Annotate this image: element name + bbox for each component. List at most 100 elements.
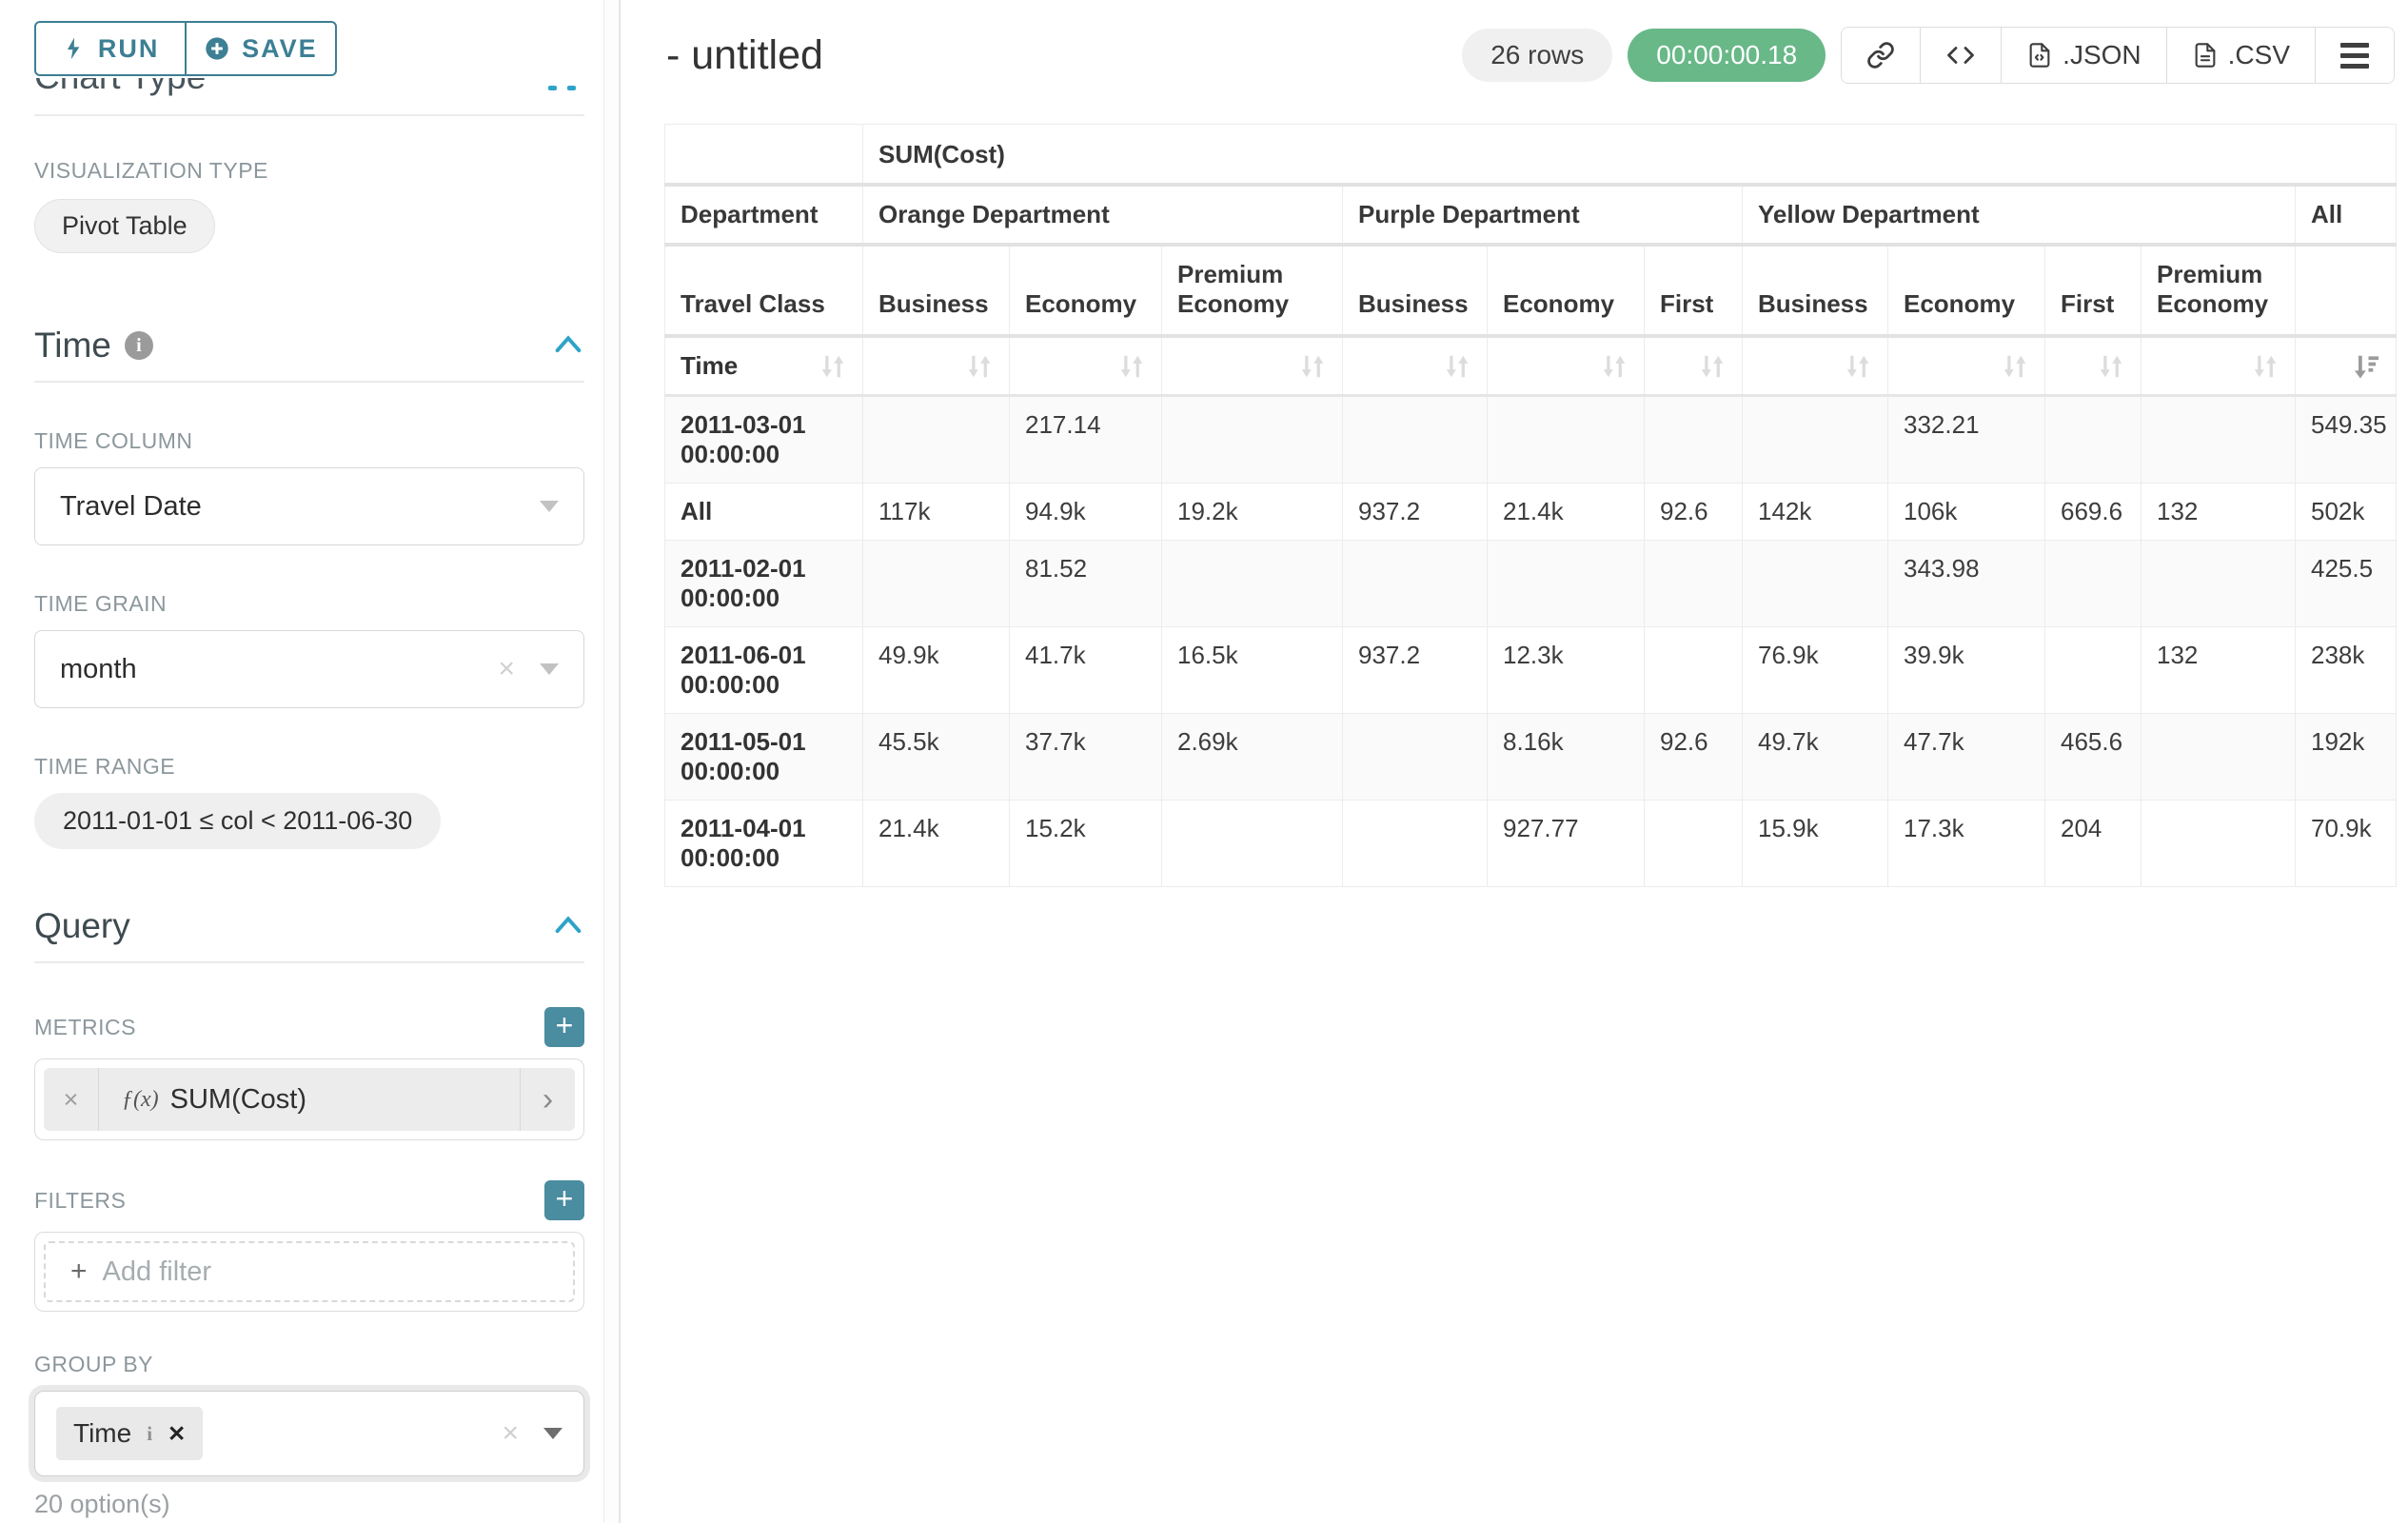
embed-code-button[interactable] bbox=[1920, 28, 2002, 83]
sort-icon[interactable] bbox=[1443, 352, 1471, 381]
hamburger-icon bbox=[2340, 42, 2369, 69]
table-cell bbox=[1742, 540, 1888, 627]
clear-icon[interactable]: × bbox=[502, 1417, 519, 1449]
row-label: 2011-03-01 00:00:00 bbox=[664, 395, 863, 484]
table-cell bbox=[2044, 626, 2142, 714]
chevron-up-icon[interactable] bbox=[552, 331, 584, 361]
sort-icon[interactable] bbox=[1600, 352, 1628, 381]
table-cell: 21.4k bbox=[1487, 483, 1645, 541]
plus-icon: + bbox=[70, 1256, 88, 1287]
remove-metric-icon[interactable]: × bbox=[44, 1068, 99, 1131]
clipped-caret-icon bbox=[567, 86, 576, 90]
sort-icon[interactable] bbox=[819, 352, 847, 381]
sort-icon[interactable] bbox=[2001, 352, 2029, 381]
table-cell: 12.3k bbox=[1487, 626, 1645, 714]
metric-pill[interactable]: × ƒ(x) SUM(Cost) › bbox=[44, 1068, 575, 1131]
sort-icon[interactable] bbox=[1298, 352, 1327, 381]
clear-icon[interactable]: × bbox=[498, 653, 515, 684]
chart-header-controls: 26 rows 00:00:00.18 .JSON .CSV bbox=[1462, 27, 2395, 84]
table-cell: 669.6 bbox=[2044, 483, 2142, 541]
sort-icon[interactable] bbox=[1698, 352, 1727, 381]
row-dim-header: Department bbox=[664, 184, 863, 247]
info-icon[interactable]: i bbox=[147, 1421, 153, 1445]
time-grain-select[interactable]: month × bbox=[34, 630, 584, 708]
chevron-down-icon[interactable] bbox=[540, 501, 559, 512]
chevron-down-icon[interactable] bbox=[543, 1428, 563, 1439]
table-cell: 21.4k bbox=[862, 800, 1010, 887]
chevron-up-icon[interactable] bbox=[552, 912, 584, 941]
export-csv-button[interactable]: .CSV bbox=[2165, 28, 2315, 83]
remove-tag-icon[interactable]: ✕ bbox=[168, 1420, 187, 1446]
visualization-type-label: VISUALIZATION TYPE bbox=[34, 158, 268, 183]
lightning-icon bbox=[67, 37, 80, 60]
chevron-down-icon[interactable] bbox=[540, 663, 559, 675]
row-label: 2011-05-01 00:00:00 bbox=[664, 713, 863, 801]
table-cell: 937.2 bbox=[1342, 626, 1488, 714]
table-cell: 132 bbox=[2141, 626, 2296, 714]
table-cell bbox=[1742, 395, 1888, 484]
group-by-label: GROUP BY bbox=[34, 1352, 153, 1376]
filters-label-row: FILTERS + bbox=[34, 1180, 584, 1220]
add-filter-button[interactable]: + bbox=[544, 1180, 584, 1220]
table-cell: 49.9k bbox=[862, 626, 1010, 714]
chart-main-area: - untitled 26 rows 00:00:00.18 .JSON .CS… bbox=[621, 0, 2408, 1523]
share-link-button[interactable] bbox=[1842, 28, 1921, 83]
chart-header: - untitled 26 rows 00:00:00.18 .JSON .CS… bbox=[621, 0, 2408, 84]
select-controls: × bbox=[502, 1417, 563, 1450]
table-cell: 332.21 bbox=[1887, 395, 2045, 484]
sort-icon[interactable] bbox=[1117, 352, 1146, 381]
panel-scrollbar[interactable] bbox=[603, 0, 617, 1523]
chart-type-clipped-heading: Chart Type bbox=[34, 78, 584, 101]
export-json-button[interactable]: .JSON bbox=[2001, 28, 2166, 83]
add-metric-button[interactable]: + bbox=[544, 1007, 584, 1047]
table-cell: 192k bbox=[2294, 713, 2398, 801]
tag-label: Time bbox=[73, 1418, 132, 1448]
table-cell: 204 bbox=[2044, 800, 2142, 887]
table-cell bbox=[2141, 800, 2296, 887]
sort-icon[interactable] bbox=[2097, 352, 2125, 381]
chevron-right-icon[interactable]: › bbox=[520, 1068, 575, 1131]
table-cell: 19.2k bbox=[1161, 483, 1343, 541]
run-button-label: RUN bbox=[97, 33, 160, 63]
explore-control-panel: RUN SAVE Chart Type VISUALIZATION TYPE P… bbox=[0, 0, 621, 1523]
sort-icon[interactable] bbox=[2251, 352, 2280, 381]
metric-body[interactable]: ƒ(x) SUM(Cost) bbox=[99, 1068, 520, 1131]
metric-header-row: SUM(Cost) bbox=[664, 124, 2398, 187]
time-range-value[interactable]: 2011-01-01 ≤ col < 2011-06-30 bbox=[34, 793, 442, 849]
table-cell: 70.9k bbox=[2294, 800, 2398, 887]
time-range-label: TIME RANGE bbox=[34, 754, 176, 779]
sort-descending-icon[interactable] bbox=[2352, 352, 2380, 381]
leaf-col-header: Business bbox=[1742, 244, 1888, 338]
sort-icon[interactable] bbox=[965, 352, 994, 381]
table-cell bbox=[1644, 395, 1743, 484]
sort-cell bbox=[1887, 335, 2045, 397]
leaf-col-header: Business bbox=[862, 244, 1010, 338]
leaf-col-header: First bbox=[1644, 244, 1743, 338]
add-filter-dropzone[interactable]: + Add filter bbox=[44, 1241, 575, 1302]
sort-icon[interactable] bbox=[1844, 352, 1872, 381]
sort-cell bbox=[1161, 335, 1343, 397]
table-cell bbox=[1644, 626, 1743, 714]
add-filter-placeholder: Add filter bbox=[102, 1256, 211, 1287]
clipped-search-icon bbox=[548, 86, 557, 90]
table-cell bbox=[1161, 800, 1343, 887]
group-by-select[interactable]: Time i ✕ × bbox=[34, 1391, 584, 1476]
leaf-col-header: First bbox=[2044, 244, 2142, 338]
leaf-col-header: Economy bbox=[1009, 244, 1162, 338]
sort-cell bbox=[862, 335, 1010, 397]
chart-type-heading-text: Chart Type bbox=[34, 78, 584, 97]
sort-row: Time bbox=[664, 335, 2398, 397]
export-toolbar: .JSON .CSV bbox=[1841, 27, 2395, 84]
visualization-type-value[interactable]: Pivot Table bbox=[34, 199, 215, 253]
run-button[interactable]: RUN bbox=[34, 21, 188, 76]
save-button[interactable]: SAVE bbox=[184, 21, 337, 76]
chart-title[interactable]: - untitled bbox=[666, 31, 823, 78]
time-row-label: Time bbox=[681, 351, 739, 380]
json-file-icon bbox=[2029, 43, 2050, 68]
table-cell bbox=[862, 540, 1010, 627]
group-header-orange: Orange Department bbox=[862, 184, 1343, 247]
csv-label: .CSV bbox=[2227, 40, 2290, 69]
time-column-select[interactable]: Travel Date bbox=[34, 467, 584, 545]
table-cell: 238k bbox=[2294, 626, 2398, 714]
menu-button[interactable] bbox=[2315, 28, 2394, 83]
